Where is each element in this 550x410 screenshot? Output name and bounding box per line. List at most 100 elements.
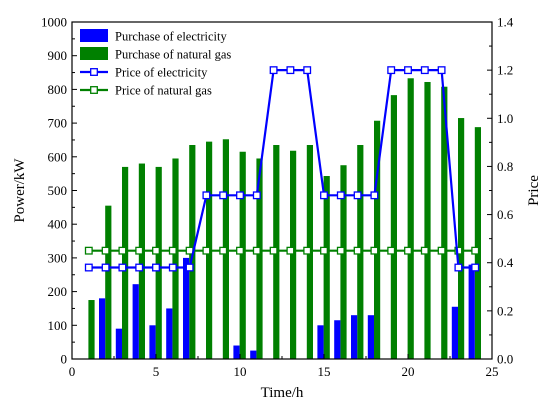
- gas-price-point: [320, 246, 328, 255]
- electricity-price-line: [84, 66, 480, 272]
- electricity-price-point: [320, 191, 328, 200]
- gas-price-point: [420, 246, 429, 255]
- y2-tick-label: 0.6: [497, 207, 514, 222]
- gas-bar: [407, 78, 414, 360]
- y-tick-label: 1000: [41, 15, 67, 30]
- legend-label: Price of electricity: [115, 66, 208, 80]
- x-tick-label: 20: [402, 364, 415, 379]
- electricity-price-point: [152, 263, 160, 272]
- gas-price-point: [303, 246, 312, 255]
- electricity-price-point: [118, 263, 127, 272]
- x-tick-label: 10: [234, 364, 247, 379]
- y-tick-label: 700: [48, 116, 68, 131]
- electricity-bar: [451, 306, 458, 359]
- gas-bars: [88, 78, 481, 360]
- x-tick-label: 0: [69, 364, 76, 379]
- electricity-price-point: [202, 191, 211, 200]
- y2-axis-title: Price: [526, 175, 542, 206]
- electricity-price-point: [370, 191, 379, 200]
- y2-tick-label: 0.8: [497, 159, 513, 174]
- gas-price-point: [101, 246, 110, 255]
- y2-tick-label: 1.4: [497, 15, 514, 30]
- electricity-bar: [99, 298, 106, 359]
- gas-bar: [390, 95, 397, 359]
- electricity-price-point: [236, 191, 244, 200]
- gas-bar: [458, 118, 465, 359]
- gas-price-point: [353, 246, 362, 255]
- gas-bar: [474, 127, 481, 359]
- gas-price-point: [168, 246, 177, 255]
- gas-price-line: [84, 246, 480, 255]
- x-tick-label: 25: [486, 364, 499, 379]
- y-axis-right: 0.0 0.2 0.4 0.6 0.8 1.0 1.2 1.4: [487, 15, 514, 367]
- gas-bar: [155, 166, 162, 359]
- gas-bar: [88, 300, 95, 359]
- electricity-bar: [351, 315, 358, 359]
- electricity-price-point: [454, 263, 463, 272]
- electricity-price-point: [387, 66, 396, 75]
- gas-price-point: [286, 246, 295, 255]
- gas-price-point: [219, 246, 228, 255]
- electricity-bar: [183, 257, 190, 359]
- electricity-price-point: [404, 66, 412, 75]
- gas-bar: [172, 158, 179, 359]
- electricity-price-point: [168, 263, 177, 272]
- gas-price-point: [336, 246, 345, 255]
- electricity-price-point: [336, 191, 345, 200]
- legend-label: Purchase of natural gas: [115, 48, 231, 62]
- gas-price-point: [387, 246, 396, 255]
- electricity-price-point: [353, 191, 362, 200]
- gas-bar: [290, 150, 297, 359]
- gas-bar: [374, 120, 381, 359]
- gas-price-point: [454, 246, 463, 255]
- y2-tick-label: 1.2: [497, 63, 513, 78]
- gas-bar: [323, 176, 330, 359]
- gas-bar: [138, 163, 145, 359]
- gas-price-point: [236, 246, 244, 255]
- gas-bar: [424, 81, 431, 360]
- gas-price-point: [370, 246, 379, 255]
- y2-tick-label: 0.0: [497, 352, 513, 367]
- y2-tick-label: 1.0: [497, 111, 513, 126]
- y-tick-label: 900: [48, 48, 68, 63]
- y-axis-left: 0 100 200 300 400 500 600 700 800 900 1000: [41, 15, 77, 367]
- electricity-price-point: [437, 66, 446, 75]
- gas-bar: [122, 166, 129, 359]
- electricity-bar: [334, 320, 341, 359]
- legend-swatch: [80, 29, 108, 42]
- electricity-price-point: [135, 263, 144, 272]
- gas-price-point: [252, 246, 261, 255]
- gas-bar: [105, 205, 112, 359]
- legend-marker: [90, 86, 98, 94]
- x-axis: 0 5 10 15 20 25: [69, 354, 499, 379]
- y-tick-label: 0: [61, 352, 68, 367]
- gas-price-point: [84, 246, 93, 255]
- electricity-bar: [250, 350, 257, 359]
- electricity-price-path: [88, 69, 476, 269]
- y-tick-label: 100: [48, 318, 68, 333]
- electricity-price-point: [252, 191, 261, 200]
- gas-price-point: [471, 246, 480, 255]
- electricity-bar: [132, 284, 139, 359]
- legend-label: Price of natural gas: [115, 84, 212, 98]
- electricity-price-point: [269, 66, 278, 75]
- gas-bar: [441, 86, 448, 359]
- legend-label: Purchase of electricity: [115, 30, 228, 44]
- y-tick-label: 800: [48, 82, 68, 97]
- electricity-price-point: [303, 66, 312, 75]
- x-axis-title: Time/h: [261, 385, 304, 401]
- legend: Purchase of electricity Purchase of natur…: [80, 29, 231, 98]
- y-tick-label: 200: [48, 284, 68, 299]
- electricity-price-point: [471, 263, 480, 272]
- y-tick-label: 300: [48, 250, 68, 265]
- y2-tick-label: 0.2: [497, 303, 513, 318]
- gas-price-point: [152, 246, 160, 255]
- electricity-price-point: [101, 263, 110, 272]
- gas-price-point: [135, 246, 144, 255]
- electricity-bar: [367, 315, 374, 359]
- legend-swatch: [80, 47, 108, 60]
- electricity-price-point: [185, 263, 194, 272]
- gas-bar: [340, 165, 347, 359]
- electricity-bar: [468, 264, 475, 359]
